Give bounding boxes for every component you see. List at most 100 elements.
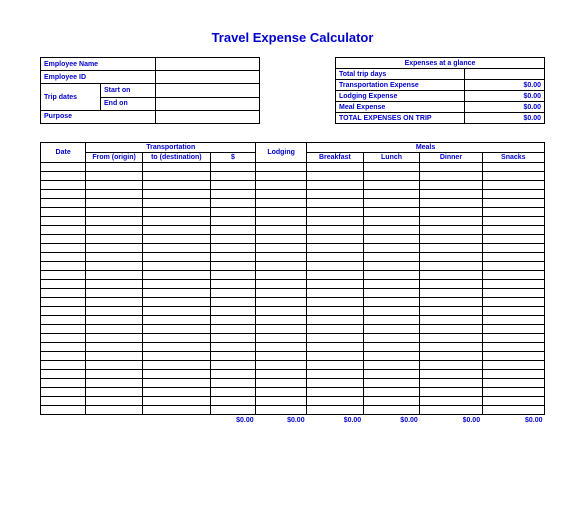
cell[interactable] (210, 163, 255, 172)
cell[interactable] (307, 397, 364, 406)
cell[interactable] (420, 199, 482, 208)
cell[interactable] (363, 244, 420, 253)
cell[interactable] (482, 271, 544, 280)
cell[interactable] (482, 316, 544, 325)
cell[interactable] (363, 298, 420, 307)
cell[interactable] (363, 163, 420, 172)
cell[interactable] (420, 172, 482, 181)
cell[interactable] (420, 217, 482, 226)
cell[interactable] (307, 379, 364, 388)
cell[interactable] (142, 163, 210, 172)
cell[interactable] (307, 334, 364, 343)
cell[interactable] (41, 343, 86, 352)
cell[interactable] (420, 253, 482, 262)
cell[interactable] (482, 298, 544, 307)
cell[interactable] (86, 199, 143, 208)
cell[interactable] (363, 361, 420, 370)
cell[interactable] (363, 388, 420, 397)
cell[interactable] (256, 397, 307, 406)
cell[interactable] (482, 406, 544, 415)
cell[interactable] (420, 379, 482, 388)
cell[interactable] (210, 325, 255, 334)
cell[interactable] (210, 199, 255, 208)
cell[interactable] (256, 208, 307, 217)
cell[interactable] (307, 325, 364, 334)
cell[interactable] (41, 208, 86, 217)
cell[interactable] (86, 226, 143, 235)
cell[interactable] (41, 271, 86, 280)
cell[interactable] (307, 163, 364, 172)
cell[interactable] (420, 262, 482, 271)
cell[interactable] (420, 352, 482, 361)
cell[interactable] (256, 217, 307, 226)
cell[interactable] (420, 388, 482, 397)
cell[interactable] (307, 235, 364, 244)
cell[interactable] (256, 343, 307, 352)
cell[interactable] (41, 379, 86, 388)
cell[interactable] (363, 262, 420, 271)
cell[interactable] (86, 325, 143, 334)
cell[interactable] (363, 343, 420, 352)
cell[interactable] (482, 370, 544, 379)
cell[interactable] (210, 271, 255, 280)
cell[interactable] (210, 217, 255, 226)
cell[interactable] (482, 208, 544, 217)
cell[interactable] (86, 163, 143, 172)
cell[interactable] (307, 352, 364, 361)
cell[interactable] (210, 343, 255, 352)
cell[interactable] (482, 172, 544, 181)
cell[interactable] (210, 298, 255, 307)
cell[interactable] (86, 262, 143, 271)
cell[interactable] (142, 244, 210, 253)
cell[interactable] (256, 262, 307, 271)
cell[interactable] (142, 181, 210, 190)
cell[interactable] (256, 172, 307, 181)
cell[interactable] (86, 343, 143, 352)
cell[interactable] (482, 235, 544, 244)
cell[interactable] (363, 280, 420, 289)
cell[interactable] (420, 361, 482, 370)
cell[interactable] (86, 253, 143, 262)
cell[interactable] (256, 181, 307, 190)
cell[interactable] (210, 280, 255, 289)
cell[interactable] (256, 298, 307, 307)
cell[interactable] (420, 334, 482, 343)
cell[interactable] (210, 370, 255, 379)
cell[interactable] (41, 325, 86, 334)
cell[interactable] (86, 181, 143, 190)
cell[interactable] (482, 181, 544, 190)
cell[interactable] (482, 226, 544, 235)
cell[interactable] (420, 307, 482, 316)
emp-name-value[interactable] (156, 58, 260, 71)
cell[interactable] (86, 316, 143, 325)
cell[interactable] (41, 298, 86, 307)
cell[interactable] (307, 361, 364, 370)
cell[interactable] (420, 226, 482, 235)
cell[interactable] (363, 370, 420, 379)
cell[interactable] (363, 190, 420, 199)
cell[interactable] (86, 235, 143, 244)
cell[interactable] (482, 352, 544, 361)
cell[interactable] (86, 388, 143, 397)
cell[interactable] (482, 325, 544, 334)
start-on-value[interactable] (156, 84, 260, 97)
cell[interactable] (420, 163, 482, 172)
cell[interactable] (363, 208, 420, 217)
cell[interactable] (86, 397, 143, 406)
cell[interactable] (256, 388, 307, 397)
cell[interactable] (210, 316, 255, 325)
cell[interactable] (142, 199, 210, 208)
cell[interactable] (41, 388, 86, 397)
cell[interactable] (142, 262, 210, 271)
cell[interactable] (482, 343, 544, 352)
end-on-value[interactable] (156, 97, 260, 110)
cell[interactable] (210, 334, 255, 343)
cell[interactable] (210, 262, 255, 271)
cell[interactable] (142, 397, 210, 406)
cell[interactable] (307, 253, 364, 262)
cell[interactable] (41, 316, 86, 325)
cell[interactable] (363, 172, 420, 181)
cell[interactable] (256, 199, 307, 208)
cell[interactable] (142, 289, 210, 298)
cell[interactable] (420, 181, 482, 190)
